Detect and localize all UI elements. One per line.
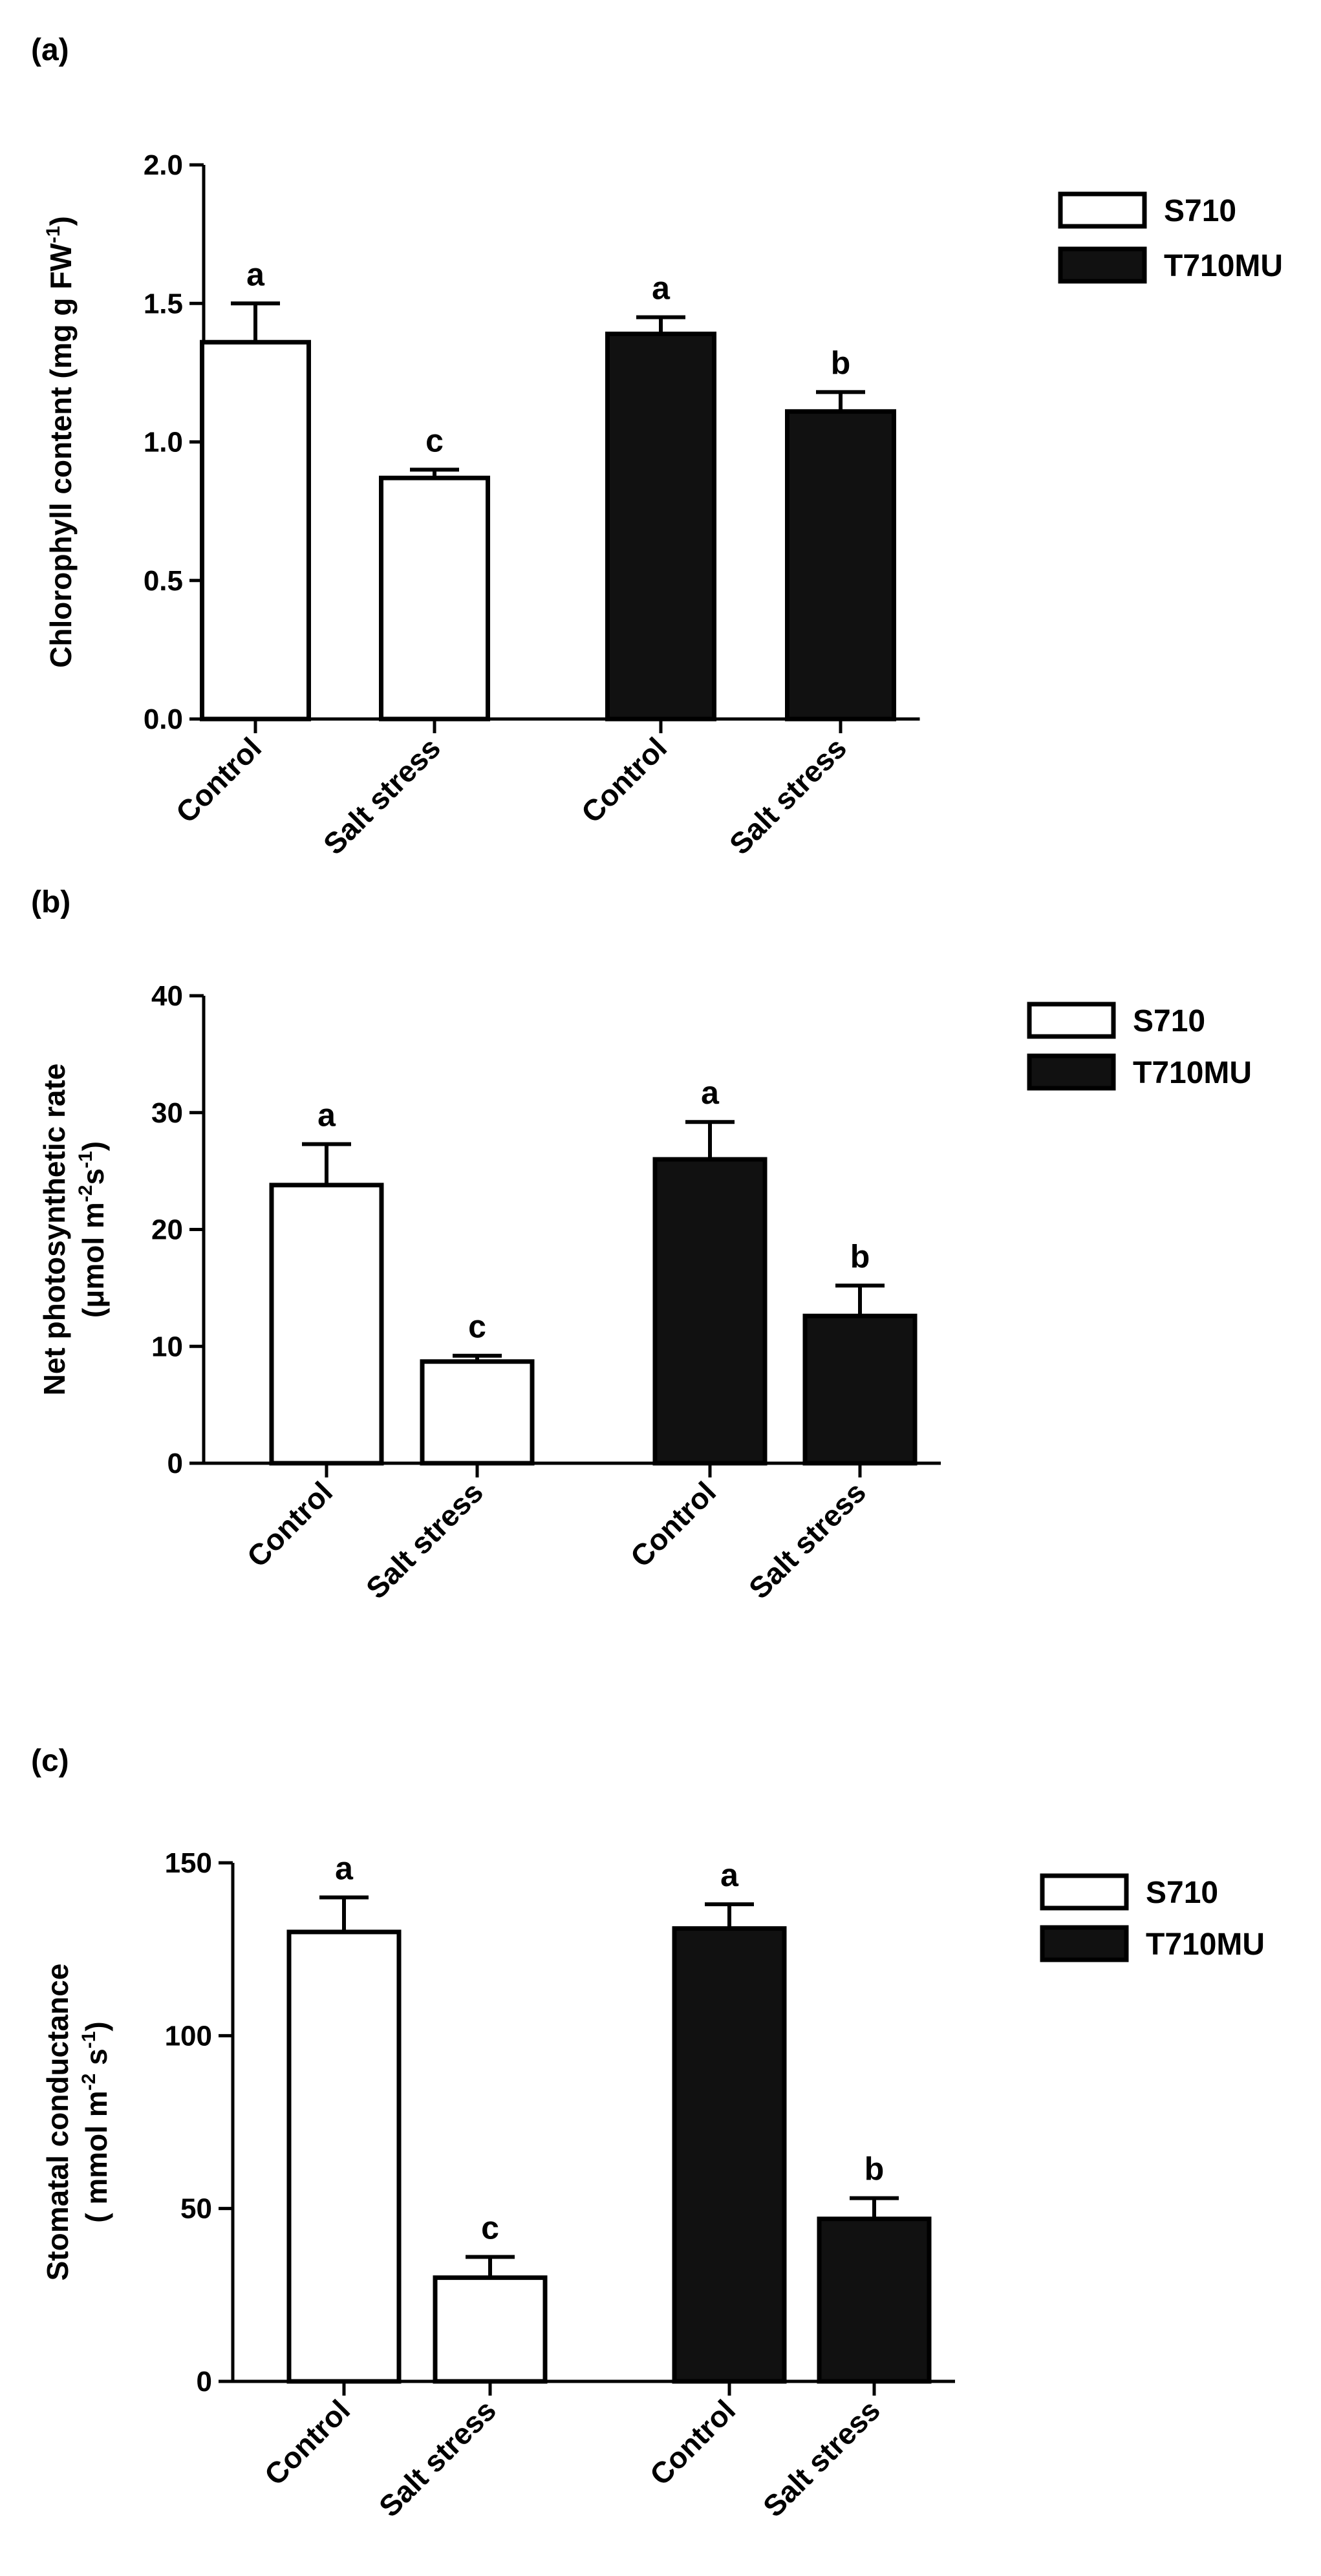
significance-letter: c bbox=[481, 2210, 499, 2246]
y-tick-label: 150 bbox=[165, 1847, 212, 1879]
y-tick-label: 1.0 bbox=[144, 427, 183, 458]
panel-label-b: (b) bbox=[31, 885, 71, 919]
x-category-label: Salt stress bbox=[372, 2393, 502, 2523]
y-tick-label: 100 bbox=[165, 2020, 212, 2052]
legend-swatch bbox=[1027, 1053, 1116, 1091]
chart-panel-b: (b) 0 10 20 30 40 Net photosynthetic rate (μmo… bbox=[0, 859, 1321, 1717]
y-tick-label: 30 bbox=[151, 1097, 183, 1129]
y-tick-label: 0.5 bbox=[144, 565, 183, 597]
significance-letter: a bbox=[720, 1857, 739, 1893]
significance-letter: c bbox=[468, 1309, 486, 1345]
y-axis-label-text: ) bbox=[80, 2021, 113, 2031]
panel-label-c: (c) bbox=[31, 1744, 69, 1778]
y-tick-label: 10 bbox=[151, 1331, 183, 1362]
bar bbox=[672, 1926, 787, 2384]
y-tick-label: 0 bbox=[167, 1448, 183, 1479]
bar bbox=[785, 409, 896, 722]
significance-letter: a bbox=[335, 1850, 354, 1886]
legend-swatch bbox=[1040, 1925, 1129, 1962]
y-tick-label: 0.0 bbox=[144, 703, 183, 735]
chart-panel-c: (c) 0 50 100 150 Stomatal conductance( mmol … bbox=[0, 1717, 1321, 2576]
y-axis-label-text: ( mmol m bbox=[80, 2090, 113, 2222]
significance-letter: c bbox=[425, 422, 444, 458]
significance-letter: b bbox=[865, 2151, 885, 2187]
bar bbox=[802, 1313, 918, 1466]
y-axis-label-line1: Stomatal conductance bbox=[41, 1964, 74, 2281]
y-axis-label-line1: Net photosynthetic rate bbox=[38, 1064, 71, 1396]
y-axis-label-superscript: -2 bbox=[75, 1185, 96, 1202]
y-axis-label-text: Chlorophyll content (mg g FW bbox=[44, 243, 78, 668]
bar bbox=[652, 1157, 768, 1466]
legend-label: S710 bbox=[1164, 194, 1236, 228]
legend-swatch bbox=[1058, 246, 1147, 284]
y-tick-label: 50 bbox=[180, 2193, 212, 2225]
panel-label-a: (a) bbox=[31, 33, 69, 67]
y-tick-label: 2.0 bbox=[144, 149, 183, 181]
chart-panel-a: (a) 0.0 0.5 1.0 1.5 2.0 Chlorophyll content (… bbox=[0, 0, 1321, 859]
significance-letter: a bbox=[317, 1097, 336, 1133]
chart-a: 0.0 0.5 1.0 1.5 2.0 Chlorophyll content (mg g… bbox=[43, 149, 1283, 859]
legend-label: T710MU bbox=[1146, 1927, 1265, 1962]
y-axis-label-text: s bbox=[76, 1168, 110, 1185]
x-category-label: Control bbox=[169, 731, 268, 829]
y-tick-label: 0 bbox=[197, 2366, 212, 2398]
y-axis-label-line2: ( mmol m-2 s-1) bbox=[78, 2021, 113, 2223]
x-category-label: Salt stress bbox=[757, 2393, 886, 2523]
y-axis-label-superscript: -1 bbox=[43, 226, 64, 243]
y-axis-label-superscript: -2 bbox=[78, 2074, 100, 2091]
x-category-label: Control bbox=[575, 731, 673, 829]
bar bbox=[433, 2275, 548, 2384]
y-axis-label-text: ) bbox=[44, 216, 78, 226]
x-category-label: Control bbox=[258, 2393, 356, 2491]
y-tick-label: 40 bbox=[151, 980, 183, 1012]
legend-label: S710 bbox=[1133, 1004, 1205, 1038]
x-category-label: Control bbox=[643, 2393, 742, 2491]
legend-label: T710MU bbox=[1133, 1056, 1252, 1090]
bar bbox=[379, 475, 490, 722]
legend-label: S710 bbox=[1146, 1876, 1218, 1910]
x-category-label: Control bbox=[241, 1475, 339, 1573]
bar bbox=[605, 331, 716, 722]
y-axis-label: Net photosynthetic rate bbox=[38, 1064, 71, 1396]
bar bbox=[269, 1183, 384, 1466]
bar bbox=[817, 2216, 932, 2384]
x-category-label: Salt stress bbox=[723, 731, 853, 859]
significance-letter: a bbox=[246, 256, 265, 292]
x-category-label: Salt stress bbox=[360, 1475, 489, 1605]
y-tick-label: 20 bbox=[151, 1214, 183, 1246]
x-category-label: Control bbox=[624, 1475, 722, 1573]
legend-swatch bbox=[1027, 1002, 1116, 1039]
bar bbox=[286, 1929, 402, 2384]
y-axis-label-text: ) bbox=[76, 1141, 110, 1151]
y-axis-label-superscript: -1 bbox=[78, 2032, 100, 2049]
y-axis-label-line2: (μmol m-2s-1) bbox=[75, 1141, 110, 1318]
bar bbox=[200, 339, 311, 722]
legend-swatch bbox=[1058, 191, 1147, 229]
y-axis-label-text: s bbox=[80, 2048, 113, 2073]
chart-c: 0 50 100 150 Stomatal conductance( mmol m-2 … bbox=[41, 1847, 1265, 2524]
y-tick-label: 1.5 bbox=[144, 288, 183, 319]
legend-swatch bbox=[1040, 1873, 1129, 1911]
legend-label: T710MU bbox=[1164, 249, 1283, 283]
x-category-label: Salt stress bbox=[317, 731, 447, 859]
y-axis-label-text: (μmol m bbox=[76, 1202, 110, 1318]
y-axis-label: Stomatal conductance bbox=[41, 1964, 74, 2281]
y-axis-label-superscript: -1 bbox=[75, 1151, 96, 1168]
significance-letter: a bbox=[652, 270, 671, 306]
y-axis-label: Chlorophyll content (mg g FW-1) bbox=[43, 216, 78, 668]
bar bbox=[420, 1359, 535, 1466]
significance-letter: b bbox=[831, 345, 851, 381]
significance-letter: a bbox=[701, 1075, 720, 1111]
x-category-label: Salt stress bbox=[742, 1475, 872, 1605]
significance-letter: b bbox=[850, 1238, 870, 1274]
